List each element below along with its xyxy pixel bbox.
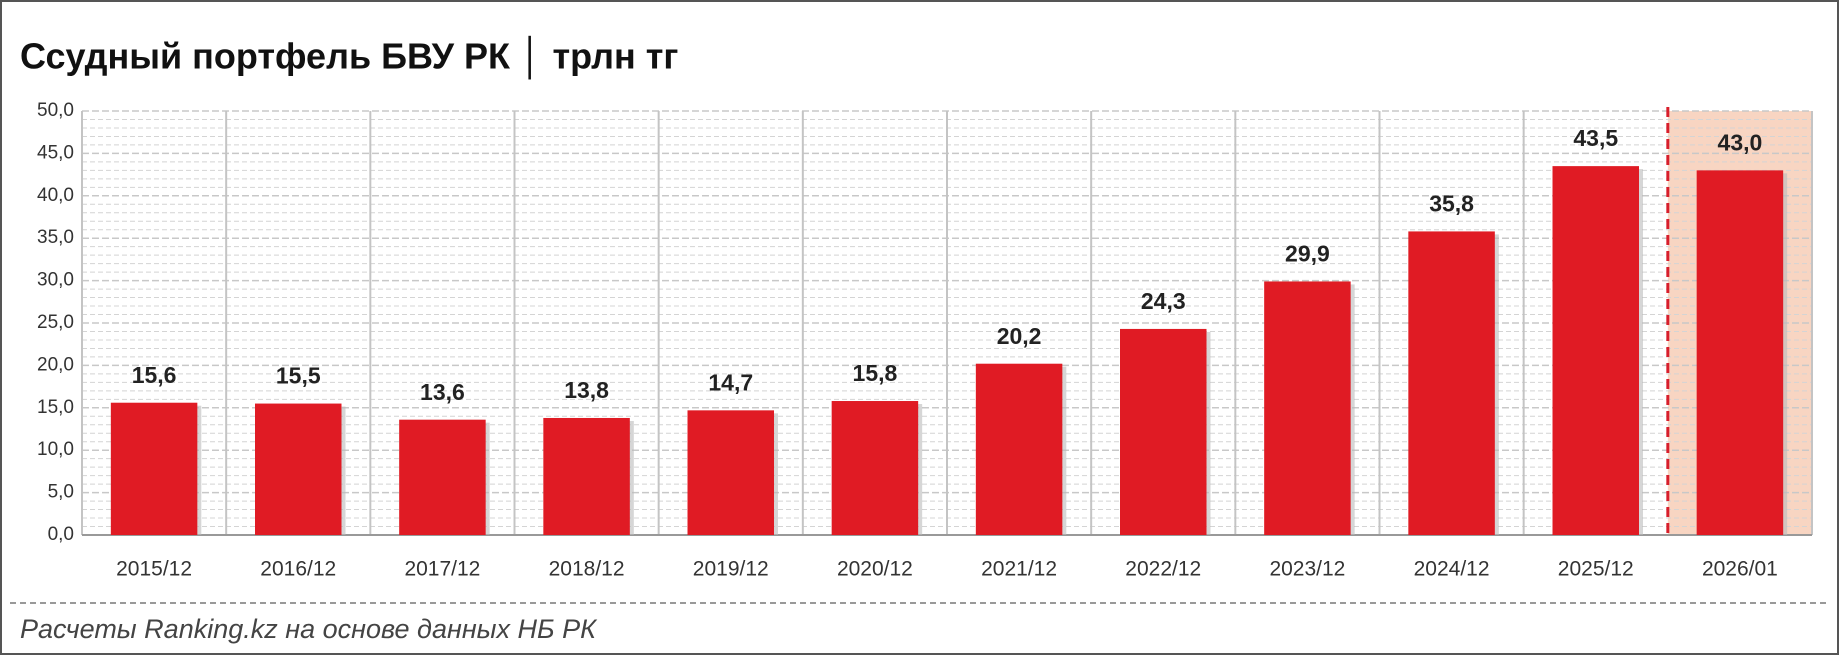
x-tick-label: 2017/12 — [404, 558, 480, 581]
bar — [399, 419, 486, 535]
y-tick-label: 25,0 — [37, 312, 74, 333]
data-label: 14,7 — [708, 369, 753, 395]
data-label: 29,9 — [1285, 241, 1330, 267]
y-tick-label: 0,0 — [48, 524, 74, 545]
data-label: 20,2 — [997, 323, 1042, 349]
bar — [975, 363, 1063, 535]
y-tick-label: 35,0 — [37, 227, 74, 248]
x-tick-label: 2018/12 — [549, 558, 625, 581]
y-tick-label: 20,0 — [37, 354, 74, 375]
bar — [1408, 231, 1495, 535]
data-label: 15,6 — [132, 362, 177, 388]
bar — [1552, 166, 1639, 535]
x-tick-label: 2025/12 — [1558, 558, 1634, 581]
bar — [543, 417, 630, 535]
bar — [1120, 328, 1207, 535]
bar — [1264, 281, 1351, 535]
chart-title: Ссудный портфель БВУ РК │ трлн тг — [20, 36, 678, 80]
source-note: Расчеты Ranking.kz на основе данных НБ Р… — [20, 614, 598, 644]
data-label: 13,8 — [564, 377, 609, 403]
x-tick-label: 2015/12 — [116, 558, 192, 581]
bar — [110, 402, 198, 535]
data-label: 24,3 — [1141, 288, 1186, 314]
x-tick-label: 2022/12 — [1125, 558, 1201, 581]
x-tick-label: 2020/12 — [837, 558, 913, 581]
x-tick-label: 2019/12 — [693, 558, 769, 581]
y-tick-label: 40,0 — [37, 185, 74, 206]
x-tick-label: 2021/12 — [981, 558, 1057, 581]
data-label: 35,8 — [1429, 190, 1474, 216]
y-tick-label: 5,0 — [48, 482, 74, 503]
data-label: 15,8 — [853, 360, 898, 386]
y-tick-label: 15,0 — [37, 397, 74, 418]
x-tick-label: 2016/12 — [260, 558, 336, 581]
bar — [1696, 170, 1784, 536]
y-tick-label: 50,0 — [37, 100, 74, 121]
bar — [255, 403, 342, 535]
y-tick-label: 10,0 — [37, 439, 74, 460]
x-tick-label: 2026/01 — [1702, 558, 1778, 581]
y-tick-label: 30,0 — [37, 270, 74, 291]
data-label: 43,0 — [1718, 129, 1763, 155]
y-tick-label: 45,0 — [37, 142, 74, 163]
data-label: 13,6 — [420, 379, 465, 405]
x-tick-label: 2024/12 — [1414, 558, 1490, 581]
bar — [687, 410, 774, 535]
data-label: 43,5 — [1573, 125, 1618, 151]
data-label: 15,5 — [276, 363, 321, 389]
x-tick-label: 2023/12 — [1269, 558, 1345, 581]
bar — [831, 401, 919, 535]
